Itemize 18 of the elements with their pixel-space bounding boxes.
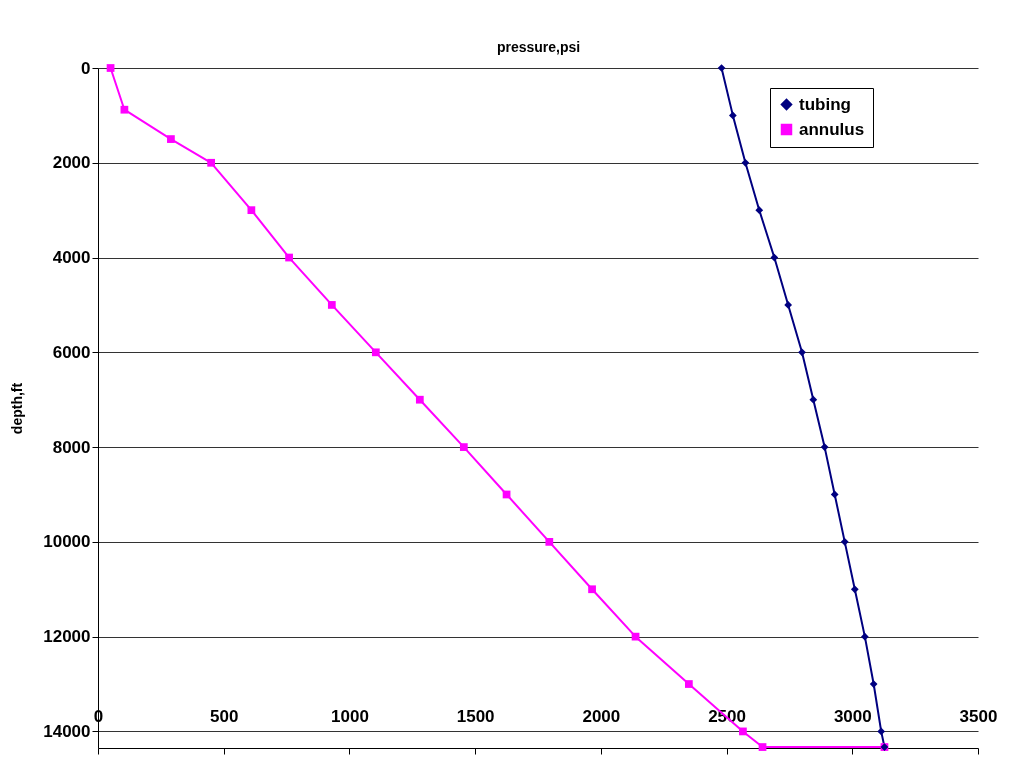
legend-label: tubing (799, 94, 851, 114)
y-tick-label: 6000 (52, 342, 91, 362)
x-tick-label: 1500 (456, 706, 495, 726)
x-tick-label: 1000 (331, 706, 369, 726)
legend-label: annulus (799, 119, 865, 139)
x-axis-title: pressure,psi (496, 38, 581, 55)
y-tick-label: 8000 (52, 437, 91, 457)
x-tick-label: 3000 (833, 706, 872, 726)
y-tick-label: 2000 (52, 153, 91, 173)
x-tick-label: 3500 (959, 706, 998, 726)
x-tick-label: 2000 (582, 706, 621, 726)
x-tick-label: 500 (210, 706, 239, 726)
y-axis-title: depth,ft (9, 382, 26, 435)
y-tick-label: 14000 (43, 721, 91, 741)
y-tick-label: 4000 (52, 248, 91, 268)
y-tick-label: 0 (81, 58, 91, 78)
y-tick-label: 10000 (43, 532, 91, 552)
y-tick-label: 12000 (43, 627, 91, 647)
